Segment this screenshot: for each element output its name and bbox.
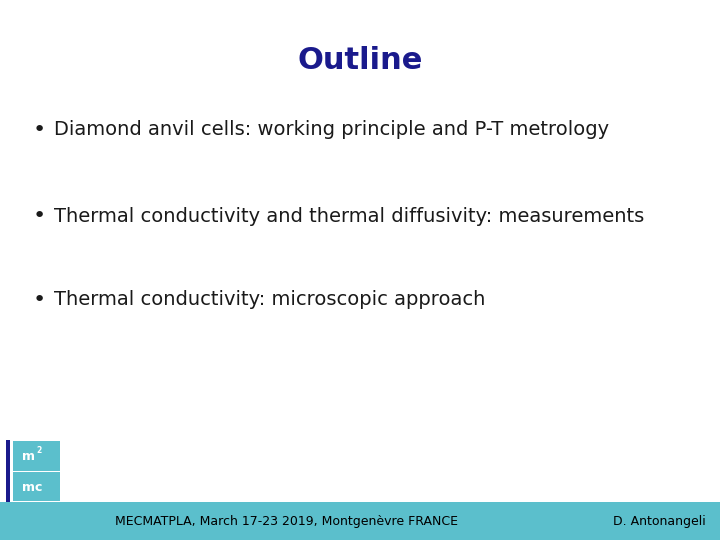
Text: MECMATPLA, March 17-23 2019, Montgenèvre FRANCE: MECMATPLA, March 17-23 2019, Montgenèvre… bbox=[115, 515, 458, 528]
Text: •: • bbox=[33, 289, 46, 310]
Text: Thermal conductivity: microscopic approach: Thermal conductivity: microscopic approa… bbox=[54, 290, 485, 309]
Text: Diamond anvil cells: working principle and P-T metrology: Diamond anvil cells: working principle a… bbox=[54, 120, 609, 139]
Text: D. Antonangeli: D. Antonangeli bbox=[613, 515, 706, 528]
Text: •: • bbox=[33, 206, 46, 226]
Text: m: m bbox=[22, 450, 35, 463]
Text: •: • bbox=[33, 119, 46, 140]
Text: 2: 2 bbox=[36, 447, 41, 455]
Text: Thermal conductivity and thermal diffusivity: measurements: Thermal conductivity and thermal diffusi… bbox=[54, 206, 644, 226]
Text: Outline: Outline bbox=[297, 46, 423, 75]
Text: mc: mc bbox=[22, 481, 42, 494]
